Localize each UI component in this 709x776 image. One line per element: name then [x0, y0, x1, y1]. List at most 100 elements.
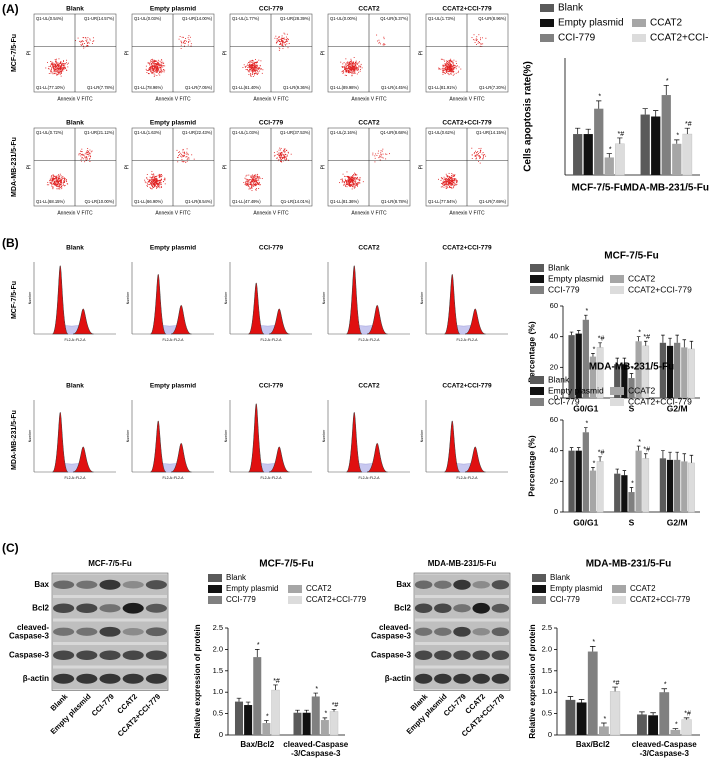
- dot: [287, 40, 289, 42]
- plot-title: Blank: [66, 120, 84, 127]
- dot: [349, 70, 351, 72]
- dot: [55, 183, 57, 185]
- dot: [445, 181, 447, 182]
- dot: [344, 68, 346, 70]
- dot: [155, 179, 156, 181]
- dot: [358, 65, 360, 67]
- legend-label: Blank: [550, 573, 571, 582]
- dot: [283, 156, 285, 158]
- dot: [342, 66, 344, 67]
- dot: [186, 159, 188, 161]
- dot: [482, 43, 484, 45]
- dot: [477, 151, 479, 152]
- dot: [343, 184, 344, 186]
- dot: [352, 179, 354, 181]
- dot: [345, 64, 347, 66]
- dot: [451, 177, 453, 179]
- dot: [86, 41, 87, 43]
- dot: [353, 65, 355, 67]
- dot: [256, 69, 258, 71]
- dot: [451, 60, 453, 62]
- band: [472, 650, 490, 660]
- dot: [89, 158, 90, 160]
- dot: [255, 189, 257, 191]
- dot: [52, 64, 54, 66]
- dot: [285, 159, 287, 161]
- dot: [149, 179, 150, 181]
- dot: [348, 182, 350, 184]
- band: [434, 650, 452, 660]
- dot: [350, 62, 352, 64]
- dot: [441, 58, 443, 60]
- dot: [281, 153, 283, 155]
- dot: [281, 155, 282, 156]
- dot: [253, 69, 255, 71]
- dot: [64, 65, 66, 67]
- dot: [261, 178, 263, 179]
- band: [122, 581, 144, 589]
- dot: [150, 177, 152, 179]
- dot: [154, 70, 156, 72]
- dot: [455, 65, 457, 67]
- dot: [451, 175, 453, 176]
- dot: [254, 70, 256, 72]
- dot: [252, 175, 254, 177]
- dot: [146, 177, 148, 179]
- dot: [350, 180, 352, 182]
- dot: [276, 158, 278, 160]
- dot: [151, 68, 153, 70]
- dot: [349, 71, 351, 73]
- quadrant-label: Q1-UR(22.43%): [182, 130, 213, 135]
- dot: [357, 69, 359, 71]
- plot-title: CCAT2: [358, 245, 380, 252]
- dot: [356, 174, 358, 176]
- dot: [253, 67, 255, 69]
- dot: [357, 176, 358, 178]
- dot: [159, 71, 161, 73]
- dot: [82, 44, 84, 46]
- dot: [150, 60, 152, 62]
- panel-label: (B): [2, 236, 19, 250]
- dot: [254, 59, 256, 60]
- dot: [179, 151, 180, 153]
- error-bar: [331, 708, 337, 712]
- dot: [261, 72, 263, 74]
- dot: [252, 177, 254, 179]
- legend-swatch: [610, 387, 624, 395]
- dot: [456, 65, 458, 67]
- dot: [378, 42, 380, 44]
- dot: [348, 70, 350, 72]
- dot: [51, 185, 53, 187]
- dot: [153, 61, 155, 63]
- dot: [54, 61, 56, 63]
- dot: [157, 185, 159, 187]
- dot: [48, 184, 50, 186]
- dot: [245, 175, 247, 177]
- protein-label: Bcl2: [32, 603, 49, 612]
- dot: [153, 182, 155, 184]
- dot: [50, 69, 52, 71]
- dot: [155, 182, 157, 184]
- dot: [288, 159, 290, 161]
- dot: [147, 62, 149, 64]
- dot: [354, 65, 356, 66]
- dot: [450, 59, 451, 61]
- dot: [442, 182, 444, 184]
- dot: [154, 62, 156, 64]
- dot: [163, 179, 165, 181]
- dot: [56, 185, 58, 187]
- dot: [360, 66, 361, 68]
- dot: [281, 38, 283, 39]
- dot: [61, 176, 63, 178]
- bar: [575, 450, 582, 512]
- dot: [251, 68, 252, 70]
- dot: [247, 181, 249, 183]
- error-bar: [689, 340, 694, 349]
- dot: [446, 69, 448, 71]
- dot: [479, 156, 481, 158]
- dot: [150, 67, 152, 68]
- dot: [89, 39, 91, 41]
- dot: [354, 181, 356, 183]
- axis-label: FL2-A::FL2-A: [358, 476, 380, 480]
